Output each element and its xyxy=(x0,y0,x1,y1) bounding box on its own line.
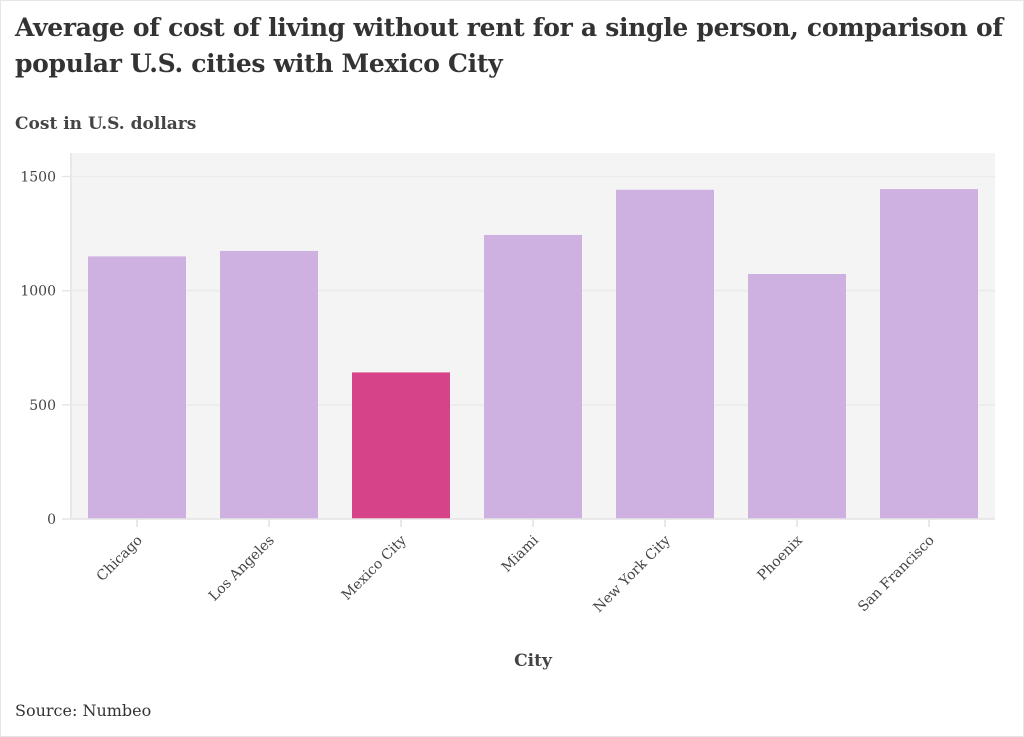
y-axis-subtitle: Cost in U.S. dollars xyxy=(15,114,197,134)
x-tick-label: Chicago xyxy=(94,533,146,585)
bar-phoenix xyxy=(748,273,846,519)
source-note: Source: Numbeo xyxy=(15,701,152,720)
x-tick-label: New York City xyxy=(591,532,674,615)
y-axis-ticks: 0 500 1000 1500 xyxy=(20,170,71,528)
x-tick-label: Miami xyxy=(499,532,542,575)
bar-san-francisco xyxy=(880,189,978,519)
bar-miami xyxy=(484,234,582,519)
bars xyxy=(88,189,978,520)
x-axis-ticks: Chicago Los Angeles Mexico City Miami New Yo… xyxy=(71,518,995,616)
y-tick-label: 500 xyxy=(29,398,56,414)
x-tick-label: Los Angeles xyxy=(206,533,278,605)
x-tick-label: Mexico City xyxy=(339,532,410,603)
bar-chicago xyxy=(88,256,186,519)
x-tick-label: San Francisco xyxy=(855,533,938,616)
x-tick-label: Phoenix xyxy=(755,532,806,583)
chart-title: Average of cost of living without rent f… xyxy=(15,13,1003,78)
y-tick-label: 1000 xyxy=(20,284,56,300)
bar-mexico-city xyxy=(352,372,450,519)
y-tick-label: 0 xyxy=(47,512,56,528)
bar-new-york-city xyxy=(616,189,714,519)
bar-los-angeles xyxy=(220,250,318,520)
x-axis-title: City xyxy=(514,651,553,671)
y-tick-label: 1500 xyxy=(20,170,56,186)
